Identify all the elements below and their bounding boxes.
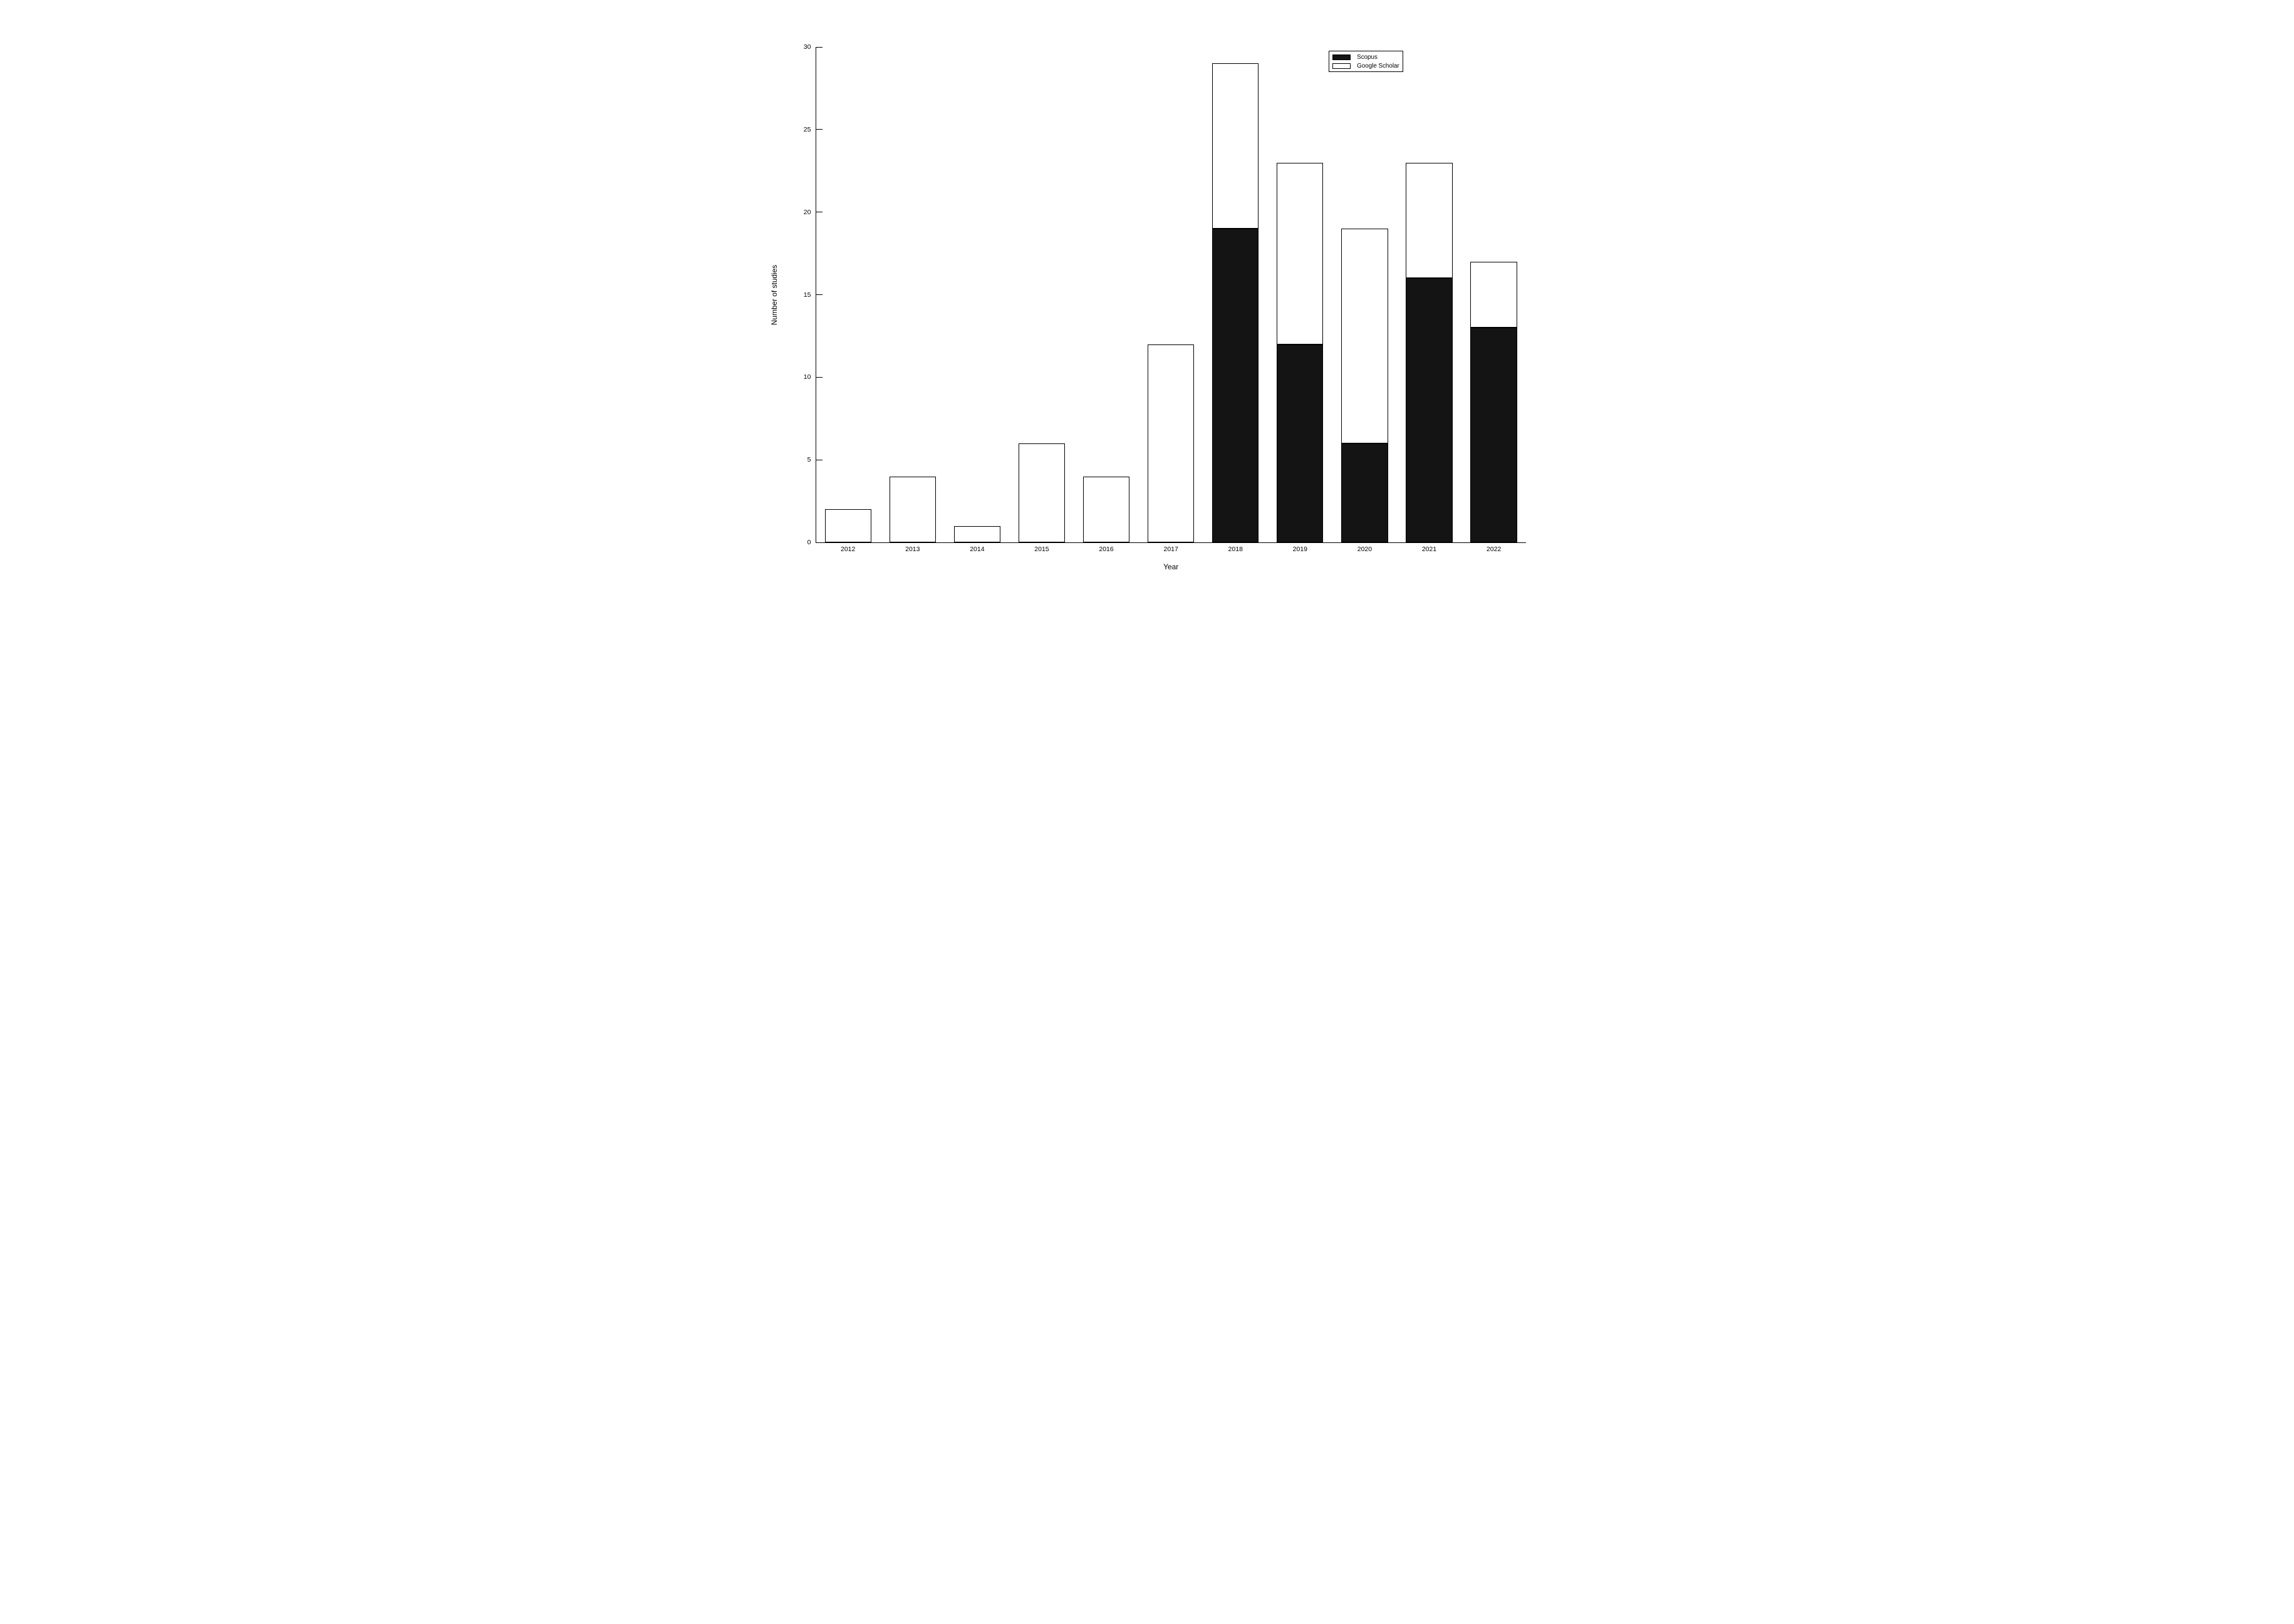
x-tick-label: 2016	[1099, 546, 1113, 553]
bar-google-scholar	[890, 477, 936, 542]
bar-google-scholar	[1470, 262, 1517, 328]
x-tick-label: 2012	[841, 546, 855, 553]
bar-google-scholar	[1277, 163, 1323, 344]
y-tick-label: 0	[807, 539, 811, 546]
bar-scopus	[1277, 344, 1323, 542]
x-tick-label: 2015	[1034, 546, 1049, 553]
y-tick-label: 5	[807, 456, 811, 463]
bar-scopus	[1212, 229, 1259, 542]
x-tick-label: 2018	[1228, 546, 1243, 553]
x-tick-label: 2014	[970, 546, 984, 553]
x-tick-label: 2017	[1163, 546, 1178, 553]
legend-swatch	[1332, 54, 1351, 60]
chart-container: 0 5 10 15 20 25 30 Number of studies 2012 2013 201…	[745, 25, 1549, 594]
x-tick-label: 2022	[1487, 546, 1501, 553]
y-tick	[816, 542, 823, 543]
x-axis-line	[816, 542, 1526, 543]
y-tick	[816, 47, 823, 48]
legend-swatch	[1332, 63, 1351, 69]
y-tick	[816, 377, 823, 378]
x-axis-title: Year	[1163, 562, 1178, 571]
x-tick-label: 2020	[1357, 546, 1372, 553]
y-axis-title: Number of studies	[770, 264, 779, 325]
legend-row: Google Scholar	[1332, 63, 1399, 70]
bar-google-scholar	[1148, 344, 1194, 542]
bar-google-scholar	[1083, 477, 1129, 542]
legend-label: Google Scholar	[1357, 63, 1399, 70]
bar-scopus	[1341, 443, 1388, 542]
bar-google-scholar	[1019, 443, 1065, 542]
bar-google-scholar	[825, 509, 871, 542]
x-tick-label: 2019	[1293, 546, 1307, 553]
y-tick-label: 20	[804, 209, 811, 216]
y-tick	[816, 129, 823, 130]
x-tick-label: 2021	[1422, 546, 1436, 553]
bar-google-scholar	[1406, 163, 1452, 279]
legend-label: Scopus	[1357, 54, 1378, 61]
legend: Scopus Google Scholar	[1329, 51, 1403, 72]
y-tick	[816, 294, 823, 295]
bar-scopus	[1406, 278, 1452, 542]
y-tick-label: 25	[804, 126, 811, 133]
y-tick-label: 30	[804, 43, 811, 51]
bar-google-scholar	[1212, 63, 1259, 229]
y-tick-label: 15	[804, 291, 811, 299]
bar-google-scholar	[1341, 229, 1388, 443]
bar-google-scholar	[954, 526, 1000, 542]
legend-row: Scopus	[1332, 54, 1399, 61]
y-tick-label: 10	[804, 373, 811, 381]
x-tick-label: 2013	[905, 546, 920, 553]
bar-scopus	[1470, 328, 1517, 542]
